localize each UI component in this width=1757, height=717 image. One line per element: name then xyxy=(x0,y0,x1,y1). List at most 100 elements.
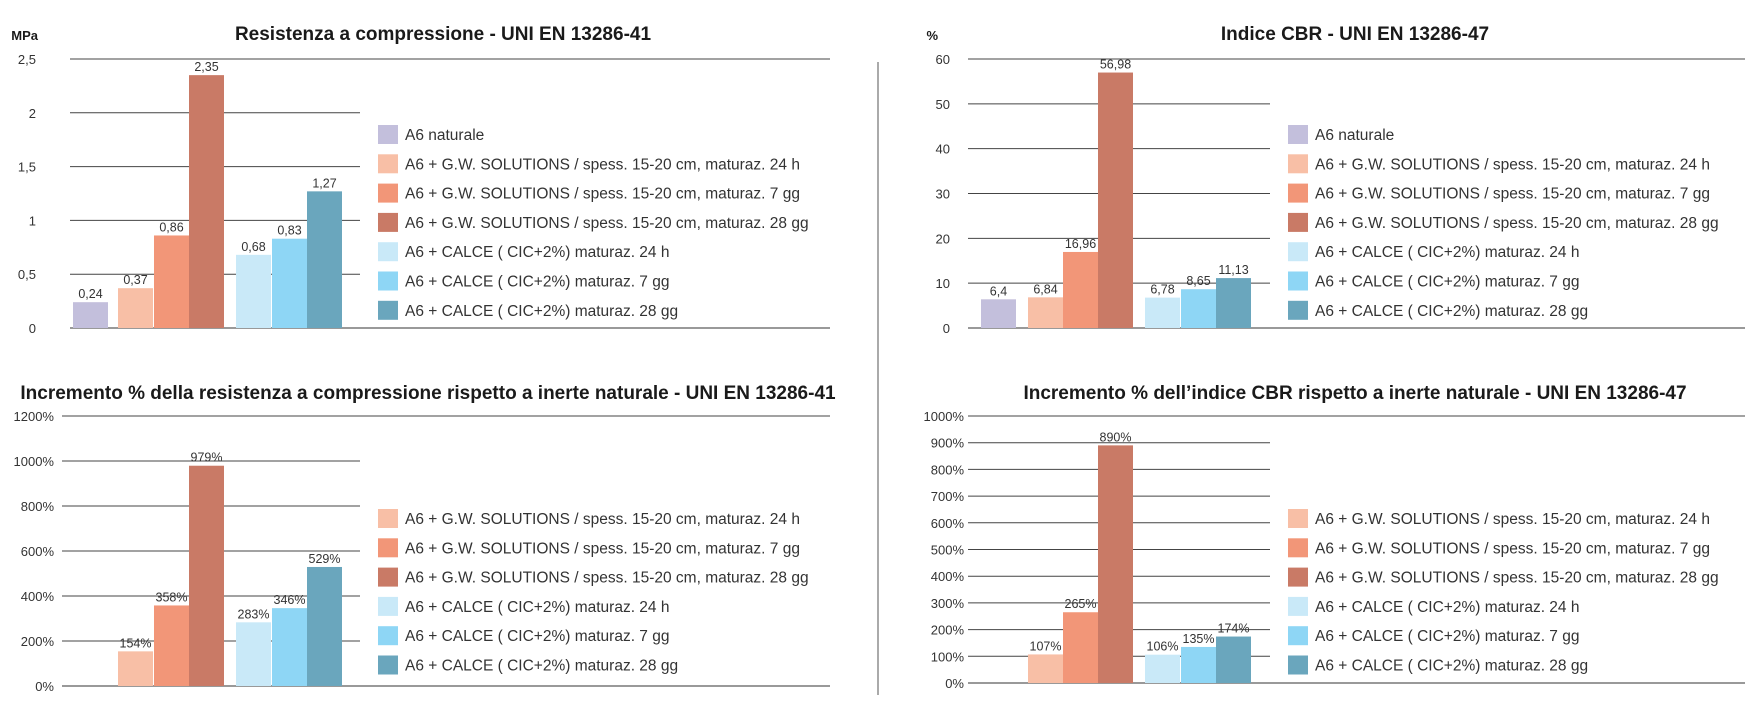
data-label: 0,86 xyxy=(159,220,183,234)
data-label: 529% xyxy=(309,552,341,566)
bar xyxy=(189,465,224,686)
legend-label: A6 + CALCE ( CIC+2%) maturaz. 24 h xyxy=(1315,599,1579,616)
y-tick-label: 0 xyxy=(943,321,950,336)
y-tick-label: 1 xyxy=(29,213,36,228)
y-tick-label: 500% xyxy=(931,543,965,558)
y-tick-label: 1000% xyxy=(14,454,55,469)
chart-title: Incremento % della resistenza a compress… xyxy=(20,383,836,404)
legend-label: A6 + CALCE ( CIC+2%) maturaz. 28 gg xyxy=(405,303,678,320)
bar xyxy=(1181,646,1216,683)
y-tick-label: 700% xyxy=(931,489,965,504)
data-label: 2,35 xyxy=(194,60,218,74)
y-tick-label: 0% xyxy=(945,676,964,691)
legend-swatch xyxy=(378,655,398,675)
data-label: 135% xyxy=(1183,632,1215,646)
chart-title: Indice CBR - UNI EN 13286-47 xyxy=(1221,24,1489,45)
legend-label: A6 + CALCE ( CIC+2%) maturaz. 28 gg xyxy=(1315,303,1588,320)
y-tick-label: 100% xyxy=(931,649,965,664)
data-label: 6,4 xyxy=(990,284,1007,298)
legend-swatch xyxy=(378,271,398,291)
bar xyxy=(1145,654,1180,683)
bar xyxy=(1063,612,1098,683)
bar xyxy=(307,191,342,328)
y-axis-unit: MPa xyxy=(11,28,39,43)
data-label: 174% xyxy=(1218,622,1250,636)
legend-swatch xyxy=(378,596,398,616)
legend-swatch xyxy=(378,183,398,203)
legend-label: A6 + G.W. SOLUTIONS / spess. 15-20 cm, m… xyxy=(405,215,809,232)
legend-swatch xyxy=(378,626,398,646)
bar xyxy=(154,235,189,328)
legend-label: A6 + G.W. SOLUTIONS / spess. 15-20 cm, m… xyxy=(1315,511,1710,528)
bar xyxy=(981,299,1016,328)
y-tick-label: 300% xyxy=(931,596,965,611)
legend-swatch xyxy=(1288,242,1308,262)
y-tick-label: 60 xyxy=(936,52,950,67)
y-tick-label: 10 xyxy=(936,276,950,291)
legend-swatch xyxy=(1288,212,1308,232)
data-label: 890% xyxy=(1100,430,1132,444)
y-tick-label: 900% xyxy=(931,436,965,451)
bar xyxy=(1216,278,1251,328)
y-tick-label: 40 xyxy=(936,142,950,157)
legend-label: A6 + G.W. SOLUTIONS / spess. 15-20 cm, m… xyxy=(405,570,809,587)
legend-swatch xyxy=(378,538,398,558)
legend-swatch xyxy=(1288,509,1308,528)
y-tick-label: 0 xyxy=(29,321,36,336)
y-tick-label: 800% xyxy=(21,499,55,514)
data-label: 283% xyxy=(238,607,270,621)
bar xyxy=(307,566,342,686)
legend-label: A6 + G.W. SOLUTIONS / spess. 15-20 cm, m… xyxy=(405,540,800,557)
data-label: 11,13 xyxy=(1218,263,1248,277)
legend-swatch xyxy=(378,125,398,144)
bar xyxy=(118,651,153,686)
legend-label: A6 + G.W. SOLUTIONS / spess. 15-20 cm, m… xyxy=(1315,156,1710,173)
y-tick-label: 50 xyxy=(936,97,950,112)
data-label: 0,68 xyxy=(241,240,265,254)
bar xyxy=(1181,289,1216,328)
y-tick-label: 0,5 xyxy=(18,267,36,282)
y-tick-label: 20 xyxy=(936,231,950,246)
bar xyxy=(1028,654,1063,683)
bar xyxy=(1216,636,1251,683)
legend-label: A6 + CALCE ( CIC+2%) maturaz. 28 gg xyxy=(405,658,678,675)
data-label: 358% xyxy=(156,590,188,604)
y-tick-label: 1000% xyxy=(924,409,965,424)
legend-swatch xyxy=(378,509,398,528)
data-label: 56,98 xyxy=(1100,58,1131,72)
bar xyxy=(189,75,224,328)
legend-label: A6 + CALCE ( CIC+2%) maturaz. 7 gg xyxy=(405,628,669,645)
data-label: 1,27 xyxy=(312,176,336,190)
legend-label: A6 + G.W. SOLUTIONS / spess. 15-20 cm, m… xyxy=(1315,540,1710,557)
bar xyxy=(154,605,189,686)
bar xyxy=(1145,297,1180,328)
y-tick-label: 0% xyxy=(35,679,54,694)
legend-swatch xyxy=(378,300,398,320)
data-label: 16,96 xyxy=(1065,237,1096,251)
bar xyxy=(1028,297,1063,328)
y-tick-label: 200% xyxy=(931,623,965,638)
legend-swatch xyxy=(1288,125,1308,144)
legend-label: A6 + CALCE ( CIC+2%) maturaz. 28 gg xyxy=(1315,658,1588,675)
chart-title: Incremento % dell’indice CBR rispetto a … xyxy=(1023,383,1686,404)
legend-label: A6 + CALCE ( CIC+2%) maturaz. 24 h xyxy=(405,244,669,261)
bar xyxy=(1098,72,1133,328)
bar xyxy=(272,238,307,328)
data-label: 265% xyxy=(1065,597,1097,611)
bar xyxy=(272,608,307,686)
legend-label: A6 + G.W. SOLUTIONS / spess. 15-20 cm, m… xyxy=(1315,186,1710,203)
bar xyxy=(118,288,153,328)
legend-label: A6 + CALCE ( CIC+2%) maturaz. 24 h xyxy=(405,599,669,616)
legend-swatch xyxy=(1288,154,1308,174)
data-label: 154% xyxy=(120,636,152,650)
legend-label: A6 + CALCE ( CIC+2%) maturaz. 7 gg xyxy=(1315,274,1579,291)
data-label: 6,78 xyxy=(1150,283,1174,297)
legend-swatch xyxy=(1288,538,1308,558)
legend-label: A6 + CALCE ( CIC+2%) maturaz. 24 h xyxy=(1315,244,1579,261)
bar xyxy=(236,254,271,328)
legend-label: A6 + G.W. SOLUTIONS / spess. 15-20 cm, m… xyxy=(405,186,800,203)
y-tick-label: 400% xyxy=(21,589,55,604)
data-label: 8,65 xyxy=(1186,274,1210,288)
legend-label: A6 + CALCE ( CIC+2%) maturaz. 7 gg xyxy=(1315,628,1579,645)
